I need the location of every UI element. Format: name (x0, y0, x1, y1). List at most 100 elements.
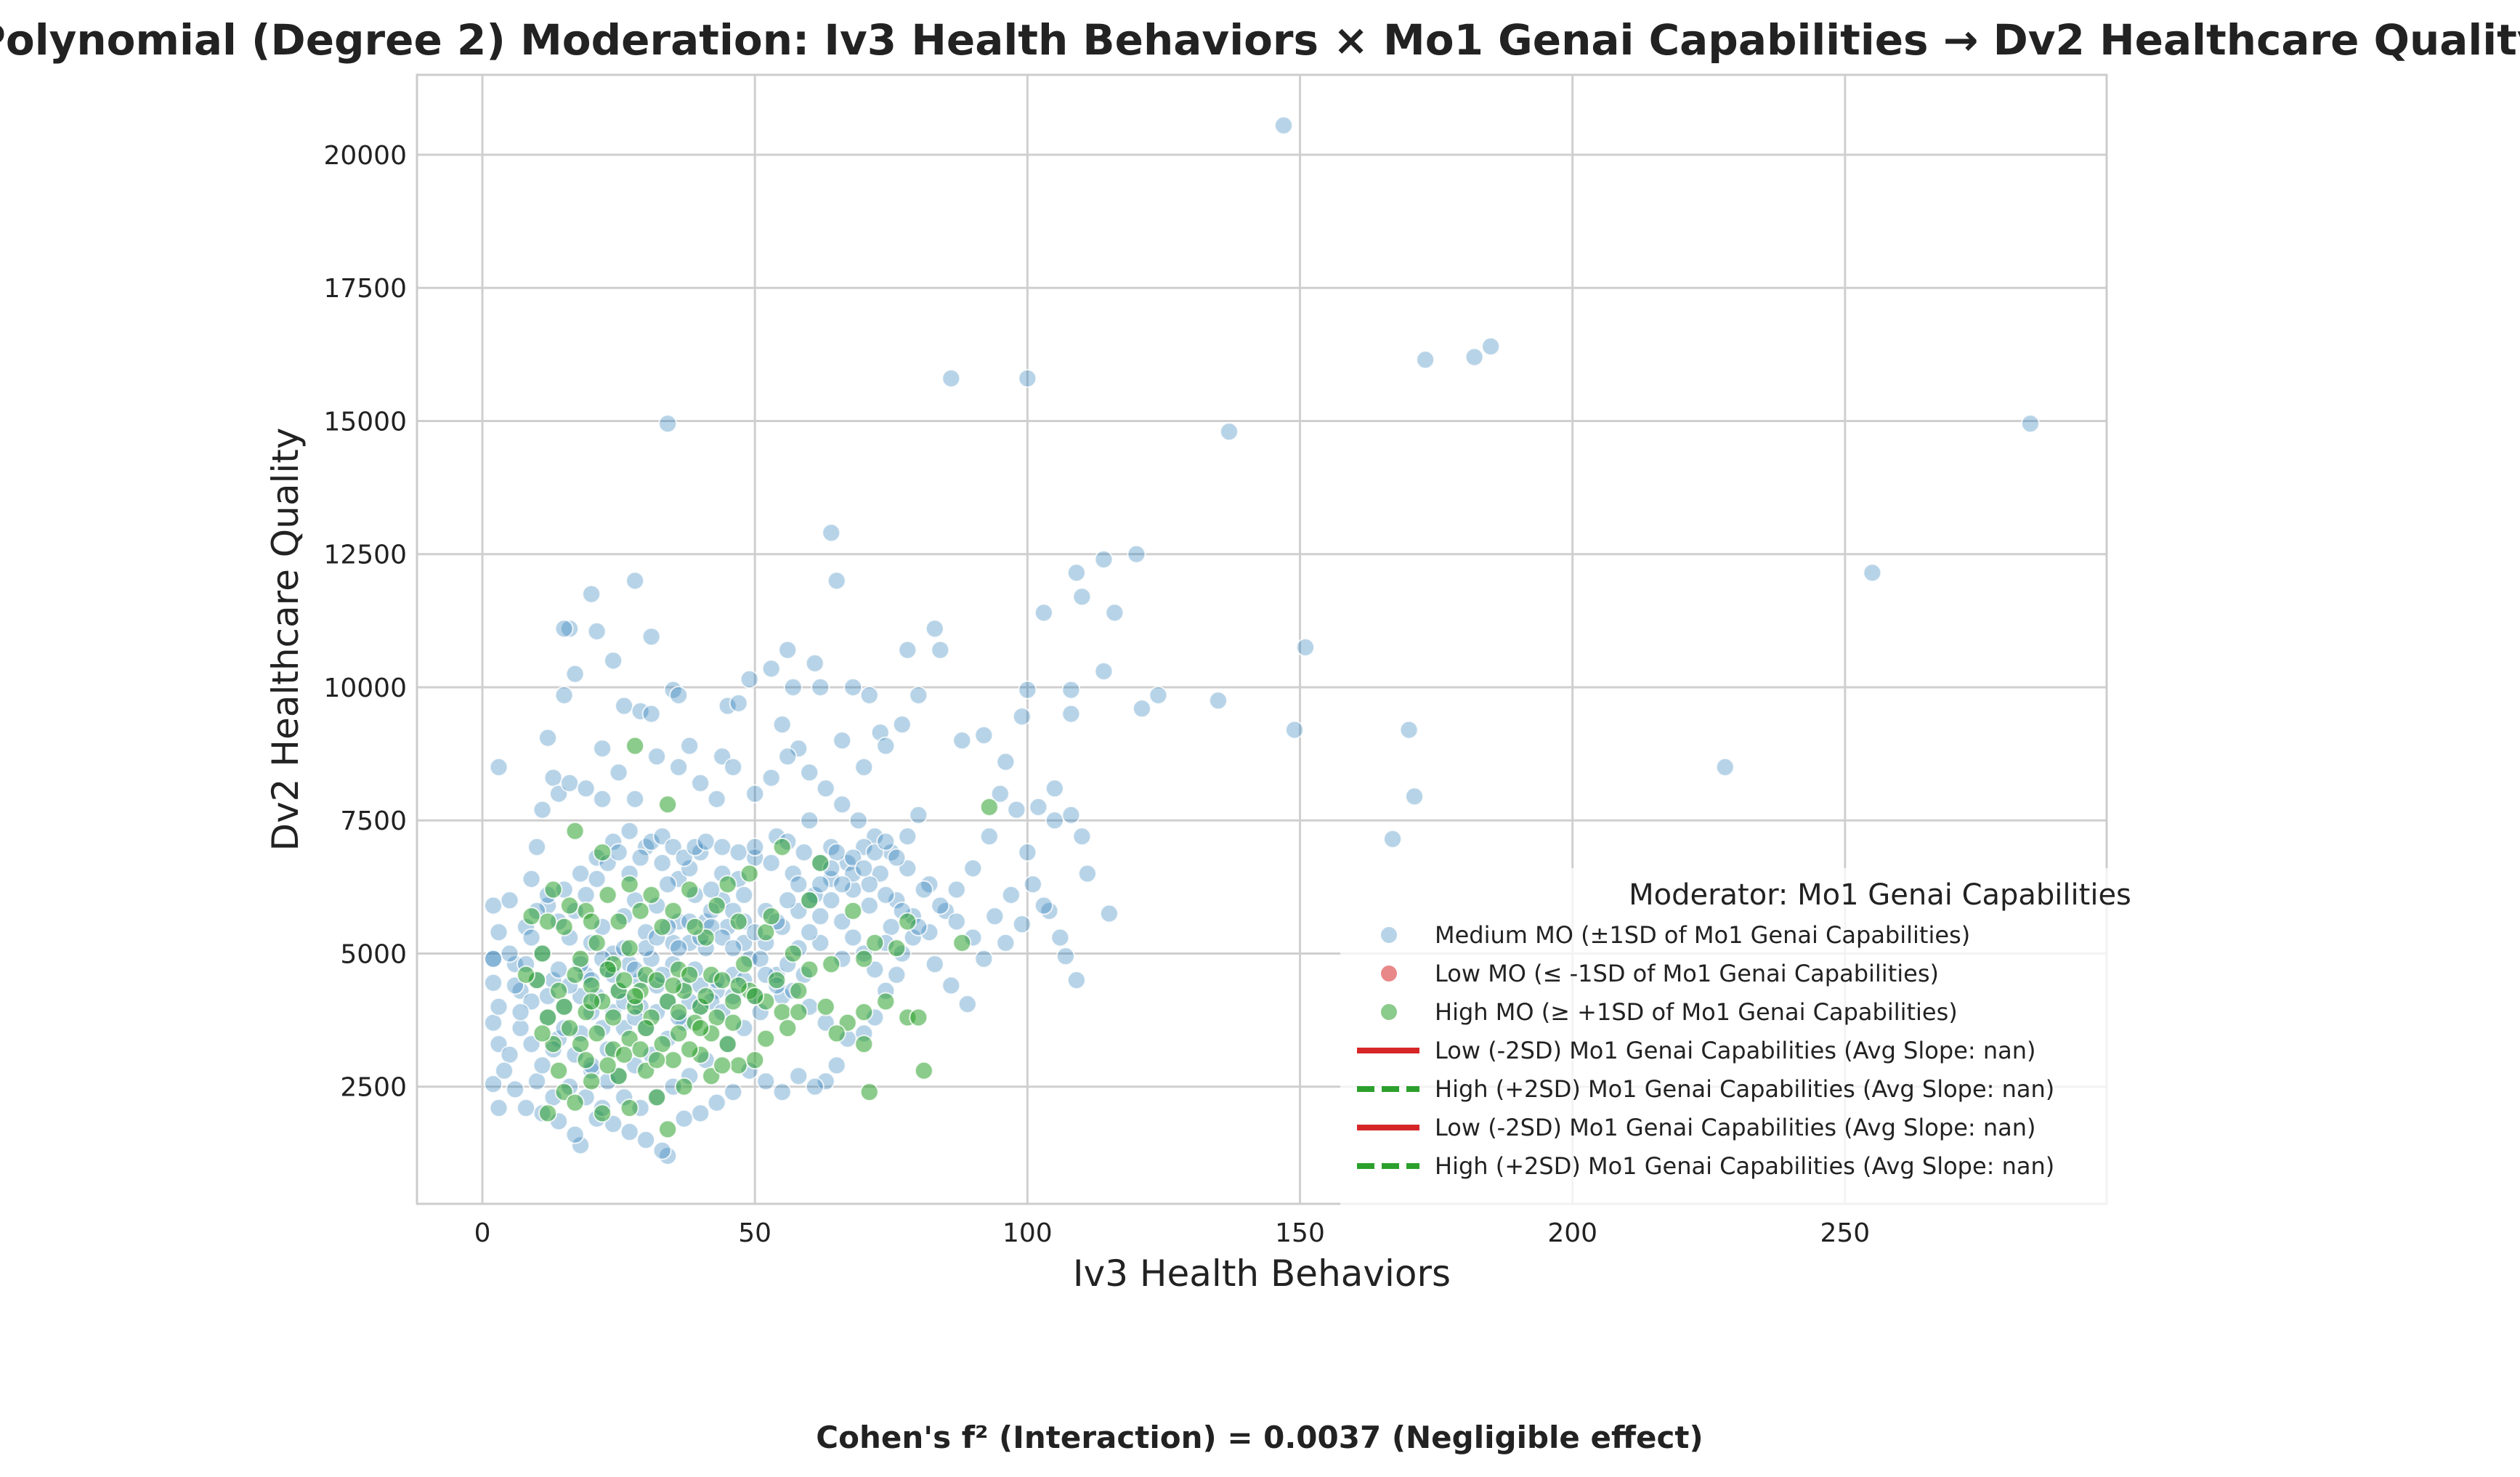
series-2-point (652, 1035, 672, 1054)
series-0-point (1148, 685, 1168, 705)
x-tick-label: 200 (1547, 1218, 1597, 1248)
series-2-point (620, 939, 639, 958)
y-tick-label: 20000 (323, 141, 407, 171)
series-0-point (1023, 875, 1042, 894)
series-0-point (1045, 779, 1064, 798)
series-0-point (609, 843, 628, 862)
series-0-point (696, 832, 716, 851)
series-2-point (859, 1083, 879, 1102)
series-2-point (887, 939, 907, 958)
series-0-point (1132, 699, 1151, 719)
series-0-point (1127, 544, 1146, 564)
series-2-point (724, 992, 743, 1011)
series-0-point (887, 891, 907, 910)
series-0-point (554, 619, 574, 639)
effect-size-note: Cohen's f² (Interaction) = 0.0037 (Negli… (816, 1420, 1703, 1455)
series-2-point (516, 965, 536, 984)
series-2-point (707, 896, 726, 915)
legend: Moderator: Mo1 Genai Capabilities Medium… (1340, 868, 2131, 1206)
series-0-point (1383, 829, 1403, 849)
series-0-point (854, 859, 874, 878)
series-0-point (560, 773, 580, 793)
series-0-point (800, 923, 819, 942)
series-0-point (843, 928, 863, 947)
series-2-point (724, 1013, 743, 1032)
series-2-point (522, 907, 541, 926)
series-0-point (761, 853, 781, 873)
series-0-point (898, 827, 917, 846)
series-0-point (1715, 757, 1735, 777)
series-0-point (805, 1077, 825, 1096)
series-0-point (500, 944, 519, 963)
series-0-point (658, 1146, 678, 1166)
series-2-point (663, 976, 683, 995)
series-2-point (718, 1035, 737, 1054)
series-0-point (761, 659, 781, 679)
series-0-point (909, 685, 928, 705)
series-0-point (816, 779, 835, 798)
x-tick-label: 50 (738, 1218, 771, 1248)
series-0-point (500, 1045, 519, 1064)
x-tick-label: 0 (474, 1218, 491, 1248)
x-tick-label: 100 (1002, 1218, 1053, 1248)
series-0-point (848, 811, 868, 830)
series-0-point (783, 677, 803, 697)
series-0-point (565, 1125, 585, 1144)
series-2-point (571, 949, 591, 968)
series-0-point (582, 584, 601, 604)
series-0-point (778, 747, 798, 766)
series-2-point (593, 1104, 612, 1123)
series-0-point (1296, 637, 1316, 657)
series-0-point (931, 640, 950, 660)
series-2-point (800, 960, 819, 979)
series-2-point (587, 1024, 607, 1043)
series-0-point (881, 917, 901, 936)
series-0-point (772, 1083, 792, 1102)
series-0-point (1072, 827, 1092, 846)
series-0-point (772, 715, 792, 735)
series-2-point (909, 1008, 928, 1027)
series-2-point (554, 917, 574, 936)
series-0-point (1018, 680, 1037, 700)
series-0-point (565, 664, 585, 684)
series-0-point (822, 837, 841, 857)
legend-entry-label: Low (-2SD) Mo1 Genai Capabilities (Avg S… (1435, 1114, 2035, 1141)
series-2-point (827, 1024, 846, 1043)
series-0-point (789, 1067, 809, 1086)
series-0-point (859, 685, 879, 705)
series-0-point (707, 1093, 726, 1112)
series-2-point (789, 981, 809, 1000)
series-2-point (631, 901, 650, 920)
series-2-point (772, 837, 792, 857)
series-0-point (734, 885, 754, 905)
legend-background (1340, 868, 2110, 1206)
series-0-point (789, 875, 809, 894)
series-0-point (931, 896, 950, 915)
series-0-point (1045, 811, 1064, 830)
series-0-point (947, 880, 966, 899)
series-2-point (576, 1051, 596, 1070)
series-0-point (832, 875, 852, 894)
series-0-point (500, 891, 519, 910)
series-0-point (620, 1122, 639, 1142)
series-2-point (582, 912, 601, 931)
series-0-point (729, 693, 748, 713)
series-2-point (800, 891, 819, 910)
series-0-point (974, 725, 994, 745)
series-2-point (783, 944, 803, 963)
series-2-point (816, 997, 835, 1016)
series-0-point (593, 739, 612, 758)
series-0-point (822, 869, 841, 889)
legend-entry-label: High (+2SD) Mo1 Genai Capabilities (Avg … (1435, 1075, 2054, 1103)
series-2-point (560, 1019, 580, 1038)
y-tick-label: 12500 (323, 541, 407, 570)
series-0-point (887, 848, 907, 867)
series-0-point (1285, 720, 1305, 740)
series-2-point (543, 880, 563, 899)
series-0-point (631, 848, 650, 867)
series-0-point (674, 1109, 694, 1128)
series-2-point (598, 1056, 617, 1075)
series-0-point (1061, 704, 1081, 724)
series-2-point (669, 1003, 689, 1022)
series-0-point (979, 827, 999, 846)
